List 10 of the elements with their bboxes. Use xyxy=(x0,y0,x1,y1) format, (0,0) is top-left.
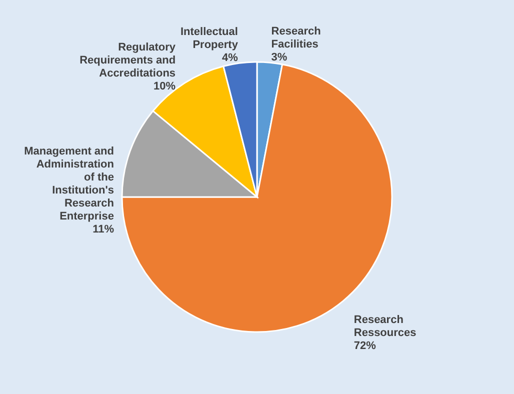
slice-label: Management and Administration of the Institution's Research Enterprise xyxy=(24,146,114,223)
data-label: 72% xyxy=(354,340,376,352)
data-label: 4% xyxy=(222,52,238,64)
slice-label: Intellectual Property xyxy=(180,26,239,52)
slice-label: Research Facilities xyxy=(271,26,322,51)
data-label: 11% xyxy=(92,224,114,236)
slice-label: Regulatory Requirements and Accreditations xyxy=(80,42,176,80)
data-label: 10% xyxy=(154,80,176,93)
data-label: 3% xyxy=(271,52,288,64)
slice-label: Research Ressources xyxy=(354,314,416,340)
